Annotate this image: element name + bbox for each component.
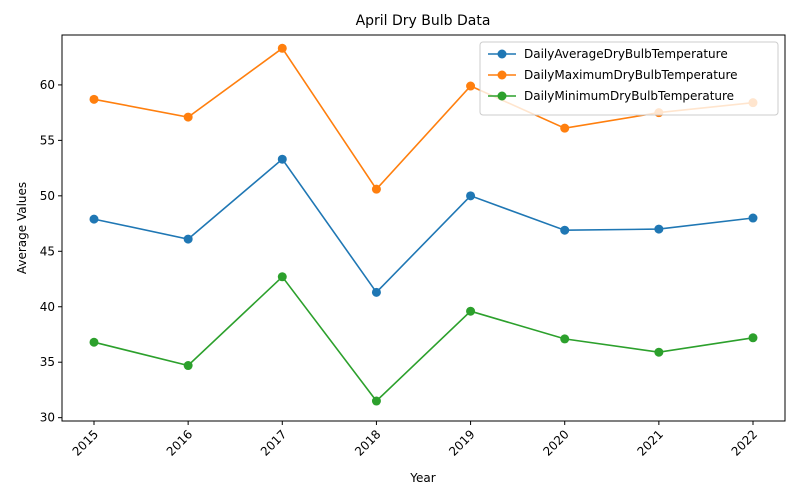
chart-title: April Dry Bulb Data <box>356 13 491 29</box>
data-point <box>560 123 570 133</box>
x-tick-label: 2019 <box>446 427 477 458</box>
x-tick-label: 2015 <box>70 427 101 458</box>
legend-label: DailyMaximumDryBulbTemperature <box>524 68 738 82</box>
series-2 <box>89 272 758 406</box>
data-point <box>277 43 287 53</box>
data-point <box>371 184 381 194</box>
x-tick-label: 2017 <box>258 427 289 458</box>
data-point <box>371 287 381 297</box>
legend-box <box>479 41 779 116</box>
x-tick-label: 2016 <box>164 427 195 458</box>
series-line <box>93 275 754 403</box>
data-point <box>654 224 664 234</box>
data-point <box>466 306 476 316</box>
data-point <box>560 225 570 235</box>
legend-item: DailyMinimumDryBulbTemperature <box>488 89 734 103</box>
y-tick-label: 40 <box>40 300 55 314</box>
legend-swatch-marker <box>497 70 507 80</box>
data-point <box>654 347 664 357</box>
series-0 <box>89 154 758 297</box>
data-point <box>183 112 193 122</box>
y-tick-label: 35 <box>40 355 55 369</box>
y-tick-label: 55 <box>40 133 55 147</box>
x-axis-label: Year <box>409 471 435 485</box>
data-point <box>183 234 193 244</box>
data-point <box>371 396 381 406</box>
data-point <box>466 191 476 201</box>
y-tick-label: 60 <box>40 78 55 92</box>
x-tick-label: 2022 <box>729 427 760 458</box>
data-point <box>277 154 287 164</box>
data-point <box>748 213 758 223</box>
series-line <box>93 158 754 294</box>
data-point <box>89 94 99 104</box>
legend-item: DailyMaximumDryBulbTemperature <box>488 68 738 82</box>
legend-label: DailyAverageDryBulbTemperature <box>524 47 728 61</box>
data-point <box>277 272 287 282</box>
legend-item: DailyAverageDryBulbTemperature <box>488 47 728 61</box>
y-tick-label: 45 <box>40 244 55 258</box>
data-point <box>89 337 99 347</box>
y-tick-label: 30 <box>40 411 55 425</box>
data-point <box>748 333 758 343</box>
y-axis-label: Average Values <box>15 182 29 274</box>
legend-label: DailyMinimumDryBulbTemperature <box>524 89 734 103</box>
data-point <box>183 361 193 371</box>
plot-frame <box>61 34 786 422</box>
x-tick-label: 2018 <box>352 427 383 458</box>
legend-swatch-marker <box>497 49 507 59</box>
x-tick-label: 2021 <box>634 427 665 458</box>
legend-swatch-marker <box>497 91 507 101</box>
y-tick-label: 50 <box>40 189 55 203</box>
data-point <box>560 334 570 344</box>
x-tick-label: 2020 <box>540 427 571 458</box>
data-point <box>466 81 476 91</box>
data-point <box>89 214 99 224</box>
